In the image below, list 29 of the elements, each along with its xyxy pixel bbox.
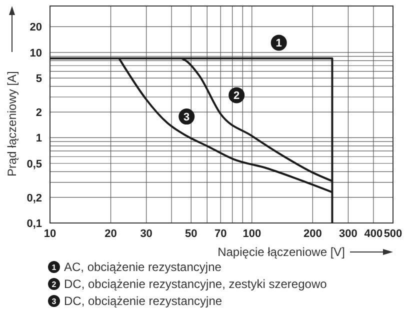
x-tick-label: 20: [104, 228, 117, 240]
y-tick-label: 10: [30, 47, 42, 60]
legend-label: DC, obciążenie rezystancyjne: [64, 294, 222, 308]
y-tick-label: 5: [36, 73, 42, 86]
y-tick-label: 1: [36, 132, 42, 145]
y-tick-label: 2: [36, 107, 42, 120]
y-axis-title: Prąd łączeniowy [A]: [5, 71, 19, 176]
y-tick-label: 0,2: [26, 192, 42, 204]
x-tick-label: 500: [384, 228, 402, 240]
annotation: 3: [184, 112, 190, 124]
x-tick-label: 30: [140, 228, 152, 240]
x-tick-label: 200: [303, 228, 322, 240]
text: 2: [52, 280, 56, 289]
x-tick-label: 10: [44, 228, 56, 240]
annotation: 2: [234, 90, 240, 102]
x-axis-title: Napięcie łączeniowe [V]: [218, 245, 345, 259]
y-tick-label: 0,1: [26, 218, 42, 230]
y-tick-label: 0,5: [26, 158, 42, 170]
x-tick-label: 300: [339, 228, 358, 240]
text: 1: [52, 263, 56, 272]
x-tick-label: 70: [214, 228, 227, 240]
x-tick-label: 100: [242, 228, 262, 240]
legend-label: AC, obciążenie rezystancyjne: [64, 260, 222, 274]
legend-label: DC, obciążenie rezystancyjne, zestyki szeregowo: [64, 277, 328, 291]
text: 3: [52, 297, 56, 306]
x-tick-label: 50: [184, 228, 198, 240]
x-tick-label: 400: [364, 228, 383, 240]
y-tick-label: 20: [30, 22, 42, 34]
annotation: 1: [276, 38, 282, 50]
